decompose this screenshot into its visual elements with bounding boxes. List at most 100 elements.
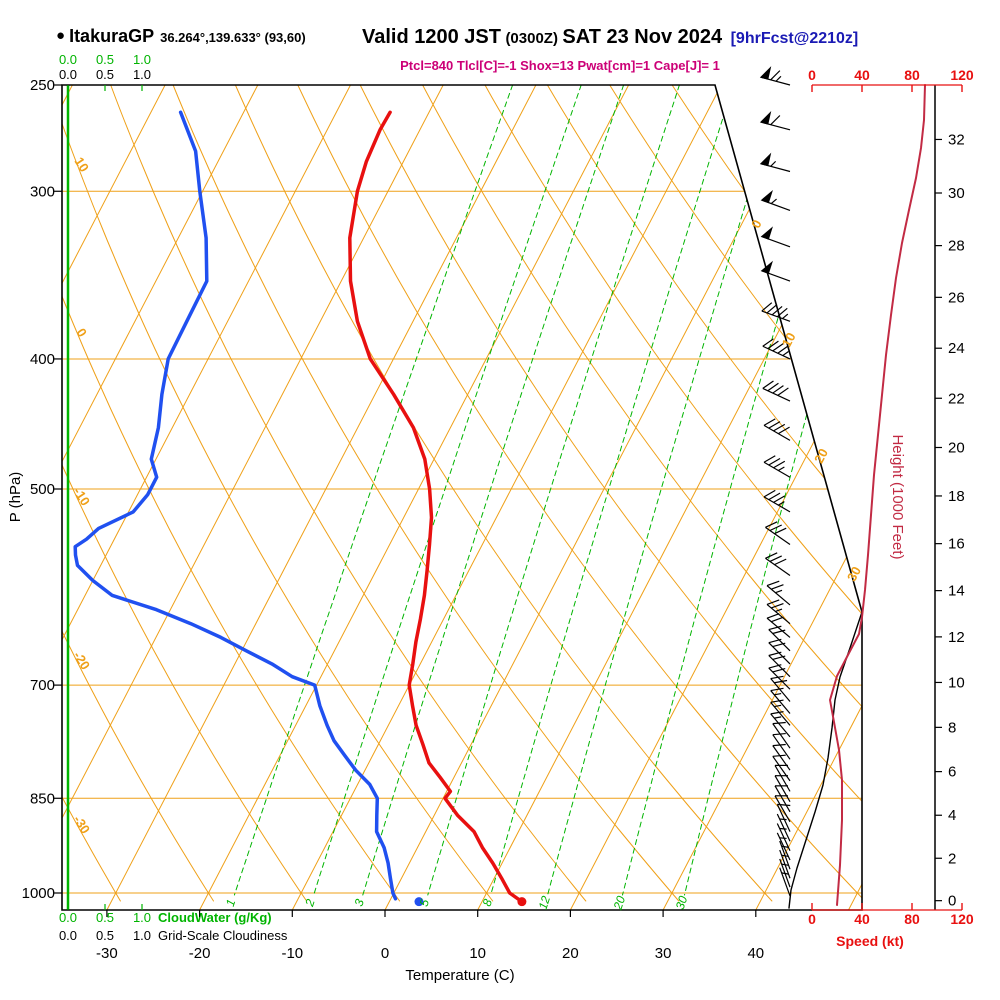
wind-barb (776, 813, 791, 842)
height-tick-label: 10 (948, 674, 965, 691)
cloudwater-tick-label: 0.5 (96, 52, 114, 67)
params-line: Ptcl=840 Tlcl[C]=-1 Shox=13 Pwat[cm]=1 C… (400, 58, 720, 73)
wind-barb (779, 867, 791, 897)
wind-barb (770, 675, 791, 702)
wind-barbs (759, 66, 791, 897)
dry-adiabat-line (172, 85, 680, 902)
wind-barb (774, 785, 791, 813)
cloudiness-tick-label: 1.0 (133, 928, 151, 943)
speed-tick-label: 80 (904, 67, 920, 83)
wind-barb (759, 111, 791, 131)
wind-barb (770, 687, 791, 714)
pressure-tick-label: 500 (30, 481, 55, 498)
wind-barb (772, 743, 791, 771)
isotherm-line (384, 85, 815, 910)
wind-barb (763, 418, 791, 441)
dry-adiabat-line (297, 85, 862, 902)
wind-barb (776, 803, 791, 832)
height-tick-label: 26 (948, 289, 965, 306)
mixing-ratio-line (684, 85, 862, 896)
height-tick-label: 18 (948, 488, 965, 505)
dry-adiabat-line (234, 85, 773, 902)
isotherm-line (62, 85, 166, 910)
mixing-ratio-line (233, 85, 514, 896)
pressure-tick-label: 250 (30, 77, 55, 94)
mixing-ratio-label: 8 (480, 897, 495, 908)
height-tick-label: 0 (948, 893, 956, 910)
cloudwater-tick-label: 1.0 (133, 910, 151, 925)
isotherm-line (106, 85, 537, 910)
wind-barb (768, 638, 791, 665)
mixing-ratio-line (547, 85, 783, 896)
speed-tick-label: 0 (808, 911, 816, 927)
dry-adiabat-label: -30 (70, 813, 93, 837)
height-tick-label: 32 (948, 131, 965, 148)
forecast-tag: [9hrFcst@2210z] (730, 30, 859, 47)
isotherm-line (199, 85, 630, 910)
wind-barb (774, 775, 791, 802)
temperature-tick-label: -30 (96, 945, 118, 962)
mixing-ratio-label: 1 (223, 897, 238, 908)
wind-barb (770, 699, 791, 726)
temperature-tick-label: 10 (469, 945, 486, 962)
speed-tick-label: 40 (854, 911, 870, 927)
dry-adiabat-line (62, 85, 494, 902)
dry-adiabat-line (62, 85, 308, 902)
isotherm-label: 30 (844, 564, 864, 584)
dry-adiabat-line (546, 85, 862, 902)
wind-barb (772, 721, 791, 749)
wind-barb (760, 189, 791, 211)
speed-tick-label: 0 (808, 67, 816, 83)
temperature-axis-title: Temperature (C) (405, 967, 514, 984)
station-name: ItakuraGP (69, 26, 155, 46)
mixing-ratio-label: 5 (417, 897, 432, 908)
dry-adiabat-line (609, 85, 862, 902)
cloudwater-axis-title: CloudWater (g/Kg) (158, 910, 272, 925)
wind-barb (766, 599, 791, 625)
height-tick-label: 2 (948, 850, 956, 867)
isotherm-line (291, 85, 722, 910)
wind-speed-profile (788, 611, 863, 909)
temperature-tick-label: 40 (747, 945, 764, 962)
wind-barb (772, 754, 791, 782)
pressure-tick-label: 300 (30, 183, 55, 200)
wind-barb (766, 613, 791, 638)
valid-title: Valid 1200 JST (0300Z) SAT 23 Nov 2024 [… (362, 26, 858, 49)
pressure-tick-label: 700 (30, 677, 55, 694)
height-tick-label: 12 (948, 629, 965, 646)
station-header: ● ItakuraGP 36.264°,139.633° (93,60) (56, 26, 306, 47)
cloudiness-axis-title: Grid-Scale Cloudiness (158, 928, 288, 943)
dry-adiabat-line (359, 85, 862, 902)
surface-temperature-dot (517, 897, 527, 907)
isotherm-label: 0 (748, 217, 765, 230)
temperature-tick-label: -10 (281, 945, 303, 962)
pressure-tick-label: 400 (30, 351, 55, 368)
wind-barb (762, 380, 791, 402)
mixing-ratio-label: 30 (673, 894, 691, 911)
valid-time-utc: (0300Z) (505, 30, 558, 47)
cloudwater-tick-label: 1.0 (133, 52, 151, 67)
wind-barb (763, 489, 791, 513)
speed-axis-title: Speed (kt) (836, 933, 904, 949)
surface-dewpoint-dot (414, 897, 424, 907)
isotherm-line (62, 85, 351, 910)
height-curve (829, 84, 926, 906)
isotherm-label: 10 (779, 330, 799, 350)
cloudwater-tick-label: 0.0 (59, 52, 77, 67)
valid-date: SAT 23 Nov 2024 (562, 26, 723, 48)
height-axis-title: Height (1000 Feet) (889, 434, 906, 559)
speed-tick-label: 80 (904, 911, 920, 927)
cloudwater-tick-label: 0.0 (59, 910, 77, 925)
mixing-ratio-label: 2 (302, 897, 318, 909)
cloudiness-tick-label: 0.0 (59, 928, 77, 943)
dry-adiabat-line (110, 85, 587, 902)
wind-barb (774, 764, 791, 792)
height-tick-label: 8 (948, 719, 956, 736)
height-tick-label: 28 (948, 238, 965, 255)
isotherm-line (755, 85, 862, 910)
speed-tick-label: 120 (950, 911, 974, 927)
wind-barb (776, 823, 791, 851)
wind-barb (768, 664, 791, 690)
wind-barb (765, 521, 791, 546)
